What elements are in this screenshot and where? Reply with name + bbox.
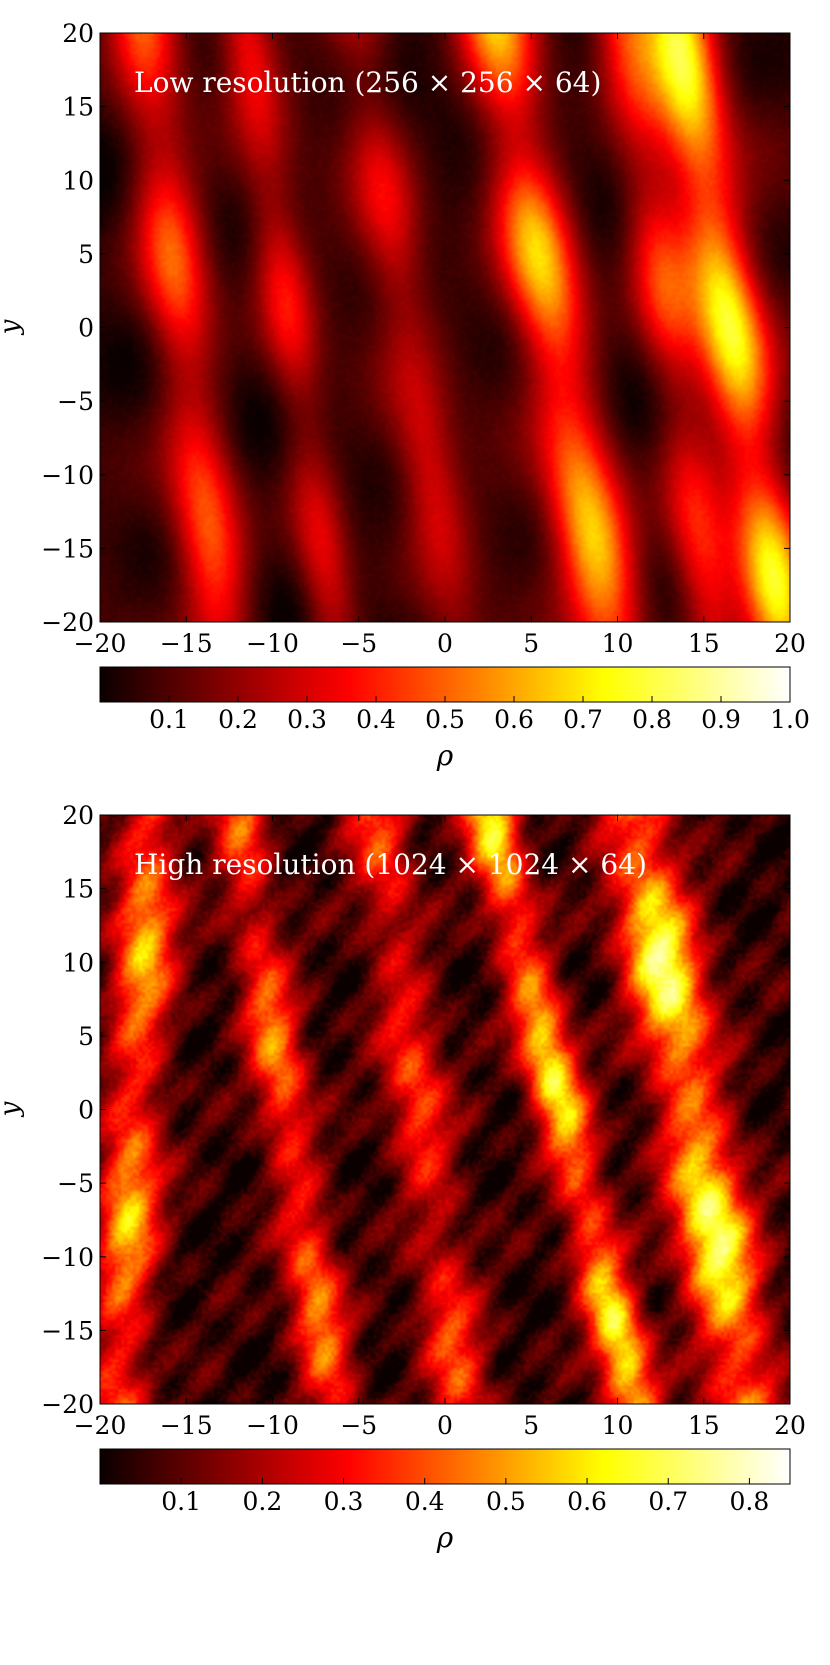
y-tick-label: −20 xyxy=(41,1390,94,1419)
colorbar-tick-label: 0.2 xyxy=(242,1487,282,1516)
x-tick-label: −5 xyxy=(340,629,377,658)
colorbar-tick-label: 0.5 xyxy=(425,705,465,734)
colorbar-ticks: 0.1 0.2 0.3 0.4 0.5 0.6 0.7 0.8 xyxy=(161,1478,769,1516)
y-tick-label: −5 xyxy=(57,1169,94,1198)
colorbar-tick-label: 1.0 xyxy=(770,705,810,734)
x-tick-label: 10 xyxy=(602,629,634,658)
y-tick-label: −10 xyxy=(41,461,94,490)
y-tick-label: 5 xyxy=(78,1022,94,1051)
y-tick-label: 10 xyxy=(62,948,94,977)
y-axis: 20 15 10 5 0 −5 −10 −15 −20 xyxy=(41,19,790,637)
colorbar-tick-label: 0.4 xyxy=(405,1487,445,1516)
colorbar-tick-label: 0.2 xyxy=(218,705,258,734)
heatmap-image xyxy=(100,33,790,622)
colorbar-tick-label: 0.6 xyxy=(567,1487,607,1516)
y-tick-label: −15 xyxy=(41,1316,94,1345)
colorbar-tick-label: 0.3 xyxy=(324,1487,364,1516)
panel-title: High resolution (1024 × 1024 × 64) xyxy=(134,848,647,881)
heatmap-image xyxy=(100,815,790,1404)
y-axis-label: y xyxy=(0,1101,25,1117)
colorbar-tick-label: 0.8 xyxy=(730,1487,770,1516)
colorbar-tick-label: 0.6 xyxy=(494,705,534,734)
x-tick-label: 15 xyxy=(688,629,720,658)
x-tick-label: 20 xyxy=(774,629,806,658)
x-tick-label: 10 xyxy=(602,1411,634,1440)
y-tick-label: 15 xyxy=(62,93,94,122)
y-tick-label: 20 xyxy=(62,801,94,830)
x-tick-label: −15 xyxy=(160,629,213,658)
x-tick-label: −20 xyxy=(74,1411,127,1440)
panel-high-resolution: High resolution (1024 × 1024 × 64) −20 −1… xyxy=(0,801,806,1554)
y-axis: 20 15 10 5 0 −5 −10 −15 −20 xyxy=(41,801,790,1419)
colorbar-tick-label: 0.1 xyxy=(161,1487,201,1516)
y-axis-label: y xyxy=(0,319,25,335)
colorbar-tick-label: 0.9 xyxy=(701,705,741,734)
x-tick-label: 0 xyxy=(437,629,453,658)
colorbar-tick-label: 0.8 xyxy=(632,705,672,734)
panel-low-resolution: Low resolution (256 × 256 × 64) −20 −15 −1… xyxy=(0,19,810,772)
x-axis: −20 −15 −10 −5 0 5 10 15 20 xyxy=(74,815,806,1440)
y-tick-label: −5 xyxy=(57,387,94,416)
y-tick-label: −15 xyxy=(41,534,94,563)
x-tick-label: −20 xyxy=(74,629,127,658)
y-tick-label: 5 xyxy=(78,240,94,269)
colorbar-label: ρ xyxy=(436,739,454,772)
y-tick-label: 10 xyxy=(62,166,94,195)
colorbar-tick-label: 0.7 xyxy=(648,1487,688,1516)
colorbar-label: ρ xyxy=(436,1521,454,1554)
y-tick-label: 20 xyxy=(62,19,94,48)
y-tick-label: 15 xyxy=(62,875,94,904)
x-axis: −20 −15 −10 −5 0 5 10 15 20 xyxy=(74,33,806,658)
y-tick-label: −10 xyxy=(41,1243,94,1272)
colorbar-ticks: 0.1 0.2 0.3 0.4 0.5 0.6 0.7 0.8 0.9 1.0 xyxy=(149,696,810,734)
y-tick-label: 0 xyxy=(78,314,94,343)
y-tick-label: 0 xyxy=(78,1096,94,1125)
colorbar-tick-label: 0.4 xyxy=(356,705,396,734)
x-tick-label: 20 xyxy=(774,1411,806,1440)
x-tick-label: 5 xyxy=(523,1411,539,1440)
x-tick-label: −10 xyxy=(246,629,299,658)
x-tick-label: 5 xyxy=(523,629,539,658)
x-tick-label: 0 xyxy=(437,1411,453,1440)
colorbar-tick-label: 0.5 xyxy=(486,1487,526,1516)
colorbar-tick-label: 0.3 xyxy=(287,705,327,734)
x-tick-label: 15 xyxy=(688,1411,720,1440)
y-tick-label: −20 xyxy=(41,608,94,637)
colorbar xyxy=(99,1448,791,1485)
colorbar-tick-label: 0.1 xyxy=(149,705,189,734)
colorbar-tick-label: 0.7 xyxy=(563,705,603,734)
x-tick-label: −15 xyxy=(160,1411,213,1440)
panel-title: Low resolution (256 × 256 × 64) xyxy=(134,66,601,99)
x-tick-label: −10 xyxy=(246,1411,299,1440)
x-tick-label: −5 xyxy=(340,1411,377,1440)
